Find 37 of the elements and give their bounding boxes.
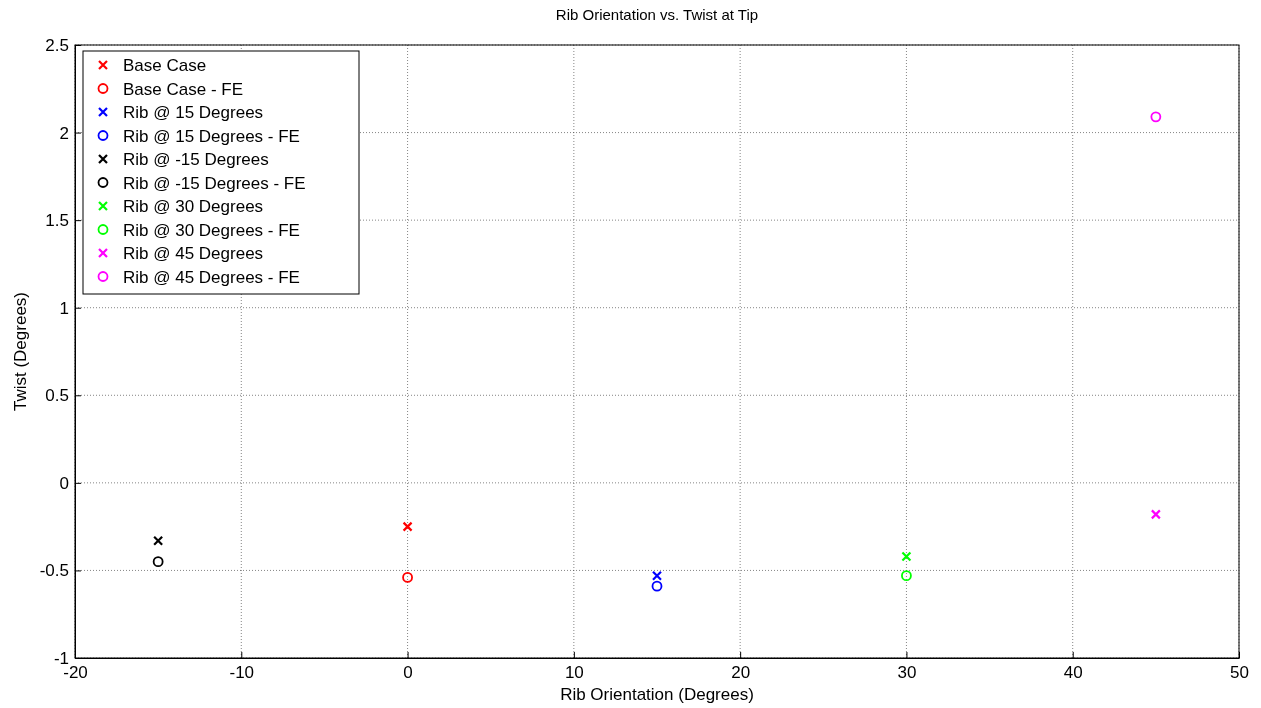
chart-title: Rib Orientation vs. Twist at Tip [555,6,759,23]
x-tick-label: 10 [564,663,584,683]
y-tick-label: 1.5 [45,211,69,231]
x-tick-label: 0 [403,663,413,683]
point [1150,111,1162,123]
point [901,570,912,582]
legend-label: Base Case - FE [123,79,243,99]
x-tick-label: -10 [229,663,255,683]
point [901,551,912,562]
y-tick-label: 2 [59,123,69,143]
x-tick-label: 30 [897,663,917,683]
legend-label: Rib @ -15 Degrees [123,150,269,169]
legend-label: Rib @ 30 Degrees [123,197,264,216]
x-tick-label: 40 [1063,663,1083,683]
point [1150,509,1161,520]
point [651,570,663,581]
legend-label: Rib @ 45 Degrees - FE [123,267,300,287]
legend-label: Rib @ 30 Degrees - FE [123,220,300,240]
x-tick-label: 50 [1230,663,1249,683]
y-tick-label: 0.5 [45,386,69,406]
x-axis-title: Rib Orientation (Degrees) [560,685,754,704]
point [152,556,164,568]
legend-label: Rib @ 15 Degrees [123,103,264,122]
legend-label: Rib @ 45 Degrees [123,244,264,263]
legend-label: Rib @ -15 Degrees - FE [123,173,306,193]
y-tick-label: -0.5 [39,561,69,581]
legend-label: Base Case [123,56,207,75]
point [402,572,413,583]
y-tick-label: 1 [59,298,69,318]
x-tick-label: 20 [731,663,751,683]
y-tick-label: 0 [59,473,69,493]
y-axis-title: Twist (Degrees) [11,291,30,412]
point [153,535,164,546]
y-tick-label: 2.5 [45,35,69,55]
legend-label: Rib @ 15 Degrees - FE [123,126,300,146]
point [651,580,663,592]
point [402,521,413,532]
